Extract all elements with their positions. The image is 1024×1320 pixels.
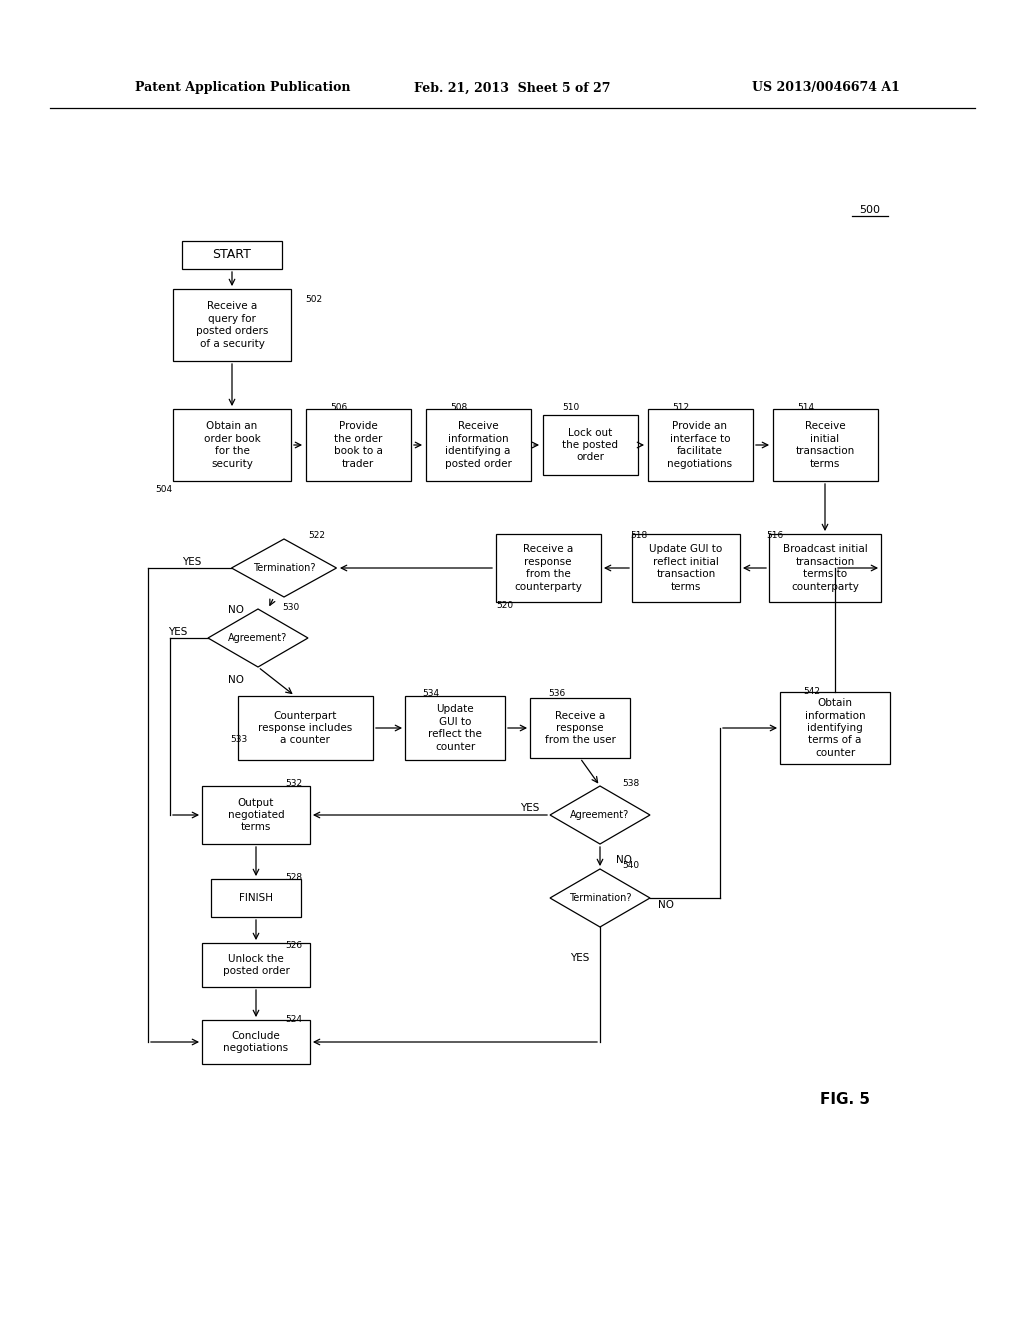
Bar	[173, 409, 291, 480]
Text: NO: NO	[658, 900, 674, 909]
Text: Obtain an
order book
for the
security: Obtain an order book for the security	[204, 421, 260, 469]
Text: 542: 542	[803, 688, 820, 697]
Text: 532: 532	[285, 779, 302, 788]
Text: YES: YES	[520, 803, 540, 813]
Bar	[238, 696, 373, 760]
Bar	[202, 1020, 310, 1064]
Text: YES: YES	[570, 953, 590, 964]
Text: US 2013/0046674 A1: US 2013/0046674 A1	[752, 82, 900, 95]
Bar	[305, 409, 411, 480]
Bar	[202, 942, 310, 987]
Text: 504: 504	[155, 486, 172, 495]
Text: 524: 524	[285, 1015, 302, 1024]
Bar	[543, 414, 638, 475]
Text: 516: 516	[766, 531, 783, 540]
Bar	[496, 535, 600, 602]
Text: NO: NO	[228, 605, 244, 615]
Text: 518: 518	[630, 531, 647, 540]
Text: Termination?: Termination?	[568, 894, 631, 903]
Bar	[769, 535, 881, 602]
Text: Broadcast initial
transaction
terms to
counterparty: Broadcast initial transaction terms to c…	[782, 544, 867, 591]
Bar	[780, 692, 890, 764]
Bar	[426, 409, 530, 480]
Text: Conclude
negotiations: Conclude negotiations	[223, 1031, 289, 1053]
Text: Patent Application Publication: Patent Application Publication	[135, 82, 350, 95]
Text: 536: 536	[548, 689, 565, 698]
Text: 500: 500	[859, 205, 881, 215]
Text: 522: 522	[308, 531, 325, 540]
Bar	[647, 409, 753, 480]
Text: 506: 506	[330, 404, 347, 412]
Bar	[772, 409, 878, 480]
Text: Agreement?: Agreement?	[570, 810, 630, 820]
Text: 530: 530	[282, 603, 299, 612]
Text: 512: 512	[672, 404, 689, 412]
Text: Receive a
response
from the
counterparty: Receive a response from the counterparty	[514, 544, 582, 591]
Text: Receive a
query for
posted orders
of a security: Receive a query for posted orders of a s…	[196, 301, 268, 348]
Text: YES: YES	[168, 627, 187, 638]
Polygon shape	[231, 539, 337, 597]
Text: 508: 508	[450, 404, 467, 412]
Text: 528: 528	[285, 874, 302, 883]
Bar	[202, 785, 310, 843]
Polygon shape	[550, 785, 650, 843]
Bar	[530, 698, 630, 758]
Text: 502: 502	[305, 296, 323, 305]
Text: Receive
initial
transaction
terms: Receive initial transaction terms	[796, 421, 855, 469]
Text: Provide
the order
book to a
trader: Provide the order book to a trader	[334, 421, 382, 469]
Text: NO: NO	[616, 855, 632, 865]
Text: 514: 514	[797, 404, 814, 412]
Text: 510: 510	[562, 404, 580, 412]
Text: FINISH: FINISH	[239, 894, 273, 903]
Text: 540: 540	[622, 862, 639, 870]
Text: 520: 520	[496, 601, 513, 610]
Text: 534: 534	[422, 689, 439, 698]
Text: 538: 538	[622, 779, 639, 788]
Text: Unlock the
posted order: Unlock the posted order	[222, 954, 290, 977]
Text: Termination?: Termination?	[253, 564, 315, 573]
Text: 533: 533	[230, 735, 247, 744]
Text: FIG. 5: FIG. 5	[820, 1093, 870, 1107]
Bar	[173, 289, 291, 360]
Text: NO: NO	[228, 675, 244, 685]
Polygon shape	[208, 609, 308, 667]
Text: Output
negotiated
terms: Output negotiated terms	[227, 797, 285, 833]
Bar	[406, 696, 505, 760]
Text: START: START	[213, 248, 252, 261]
Bar	[632, 535, 740, 602]
Text: Lock out
the posted
order: Lock out the posted order	[562, 428, 618, 462]
Text: Feb. 21, 2013  Sheet 5 of 27: Feb. 21, 2013 Sheet 5 of 27	[414, 82, 610, 95]
Text: Counterpart
response includes
a counter: Counterpart response includes a counter	[258, 710, 352, 746]
Text: Update
GUI to
reflect the
counter: Update GUI to reflect the counter	[428, 705, 482, 751]
Text: Update GUI to
reflect initial
transaction
terms: Update GUI to reflect initial transactio…	[649, 544, 723, 591]
Text: Provide an
interface to
facilitate
negotiations: Provide an interface to facilitate negot…	[668, 421, 732, 469]
Text: YES: YES	[182, 557, 202, 568]
Text: 526: 526	[285, 940, 302, 949]
Bar	[182, 242, 282, 269]
Text: Obtain
information
identifying
terms of a
counter: Obtain information identifying terms of …	[805, 698, 865, 758]
Text: Receive
information
identifying a
posted order: Receive information identifying a posted…	[444, 421, 511, 469]
Text: Receive a
response
from the user: Receive a response from the user	[545, 710, 615, 746]
Text: Agreement?: Agreement?	[228, 634, 288, 643]
Bar	[211, 879, 301, 917]
Polygon shape	[550, 869, 650, 927]
